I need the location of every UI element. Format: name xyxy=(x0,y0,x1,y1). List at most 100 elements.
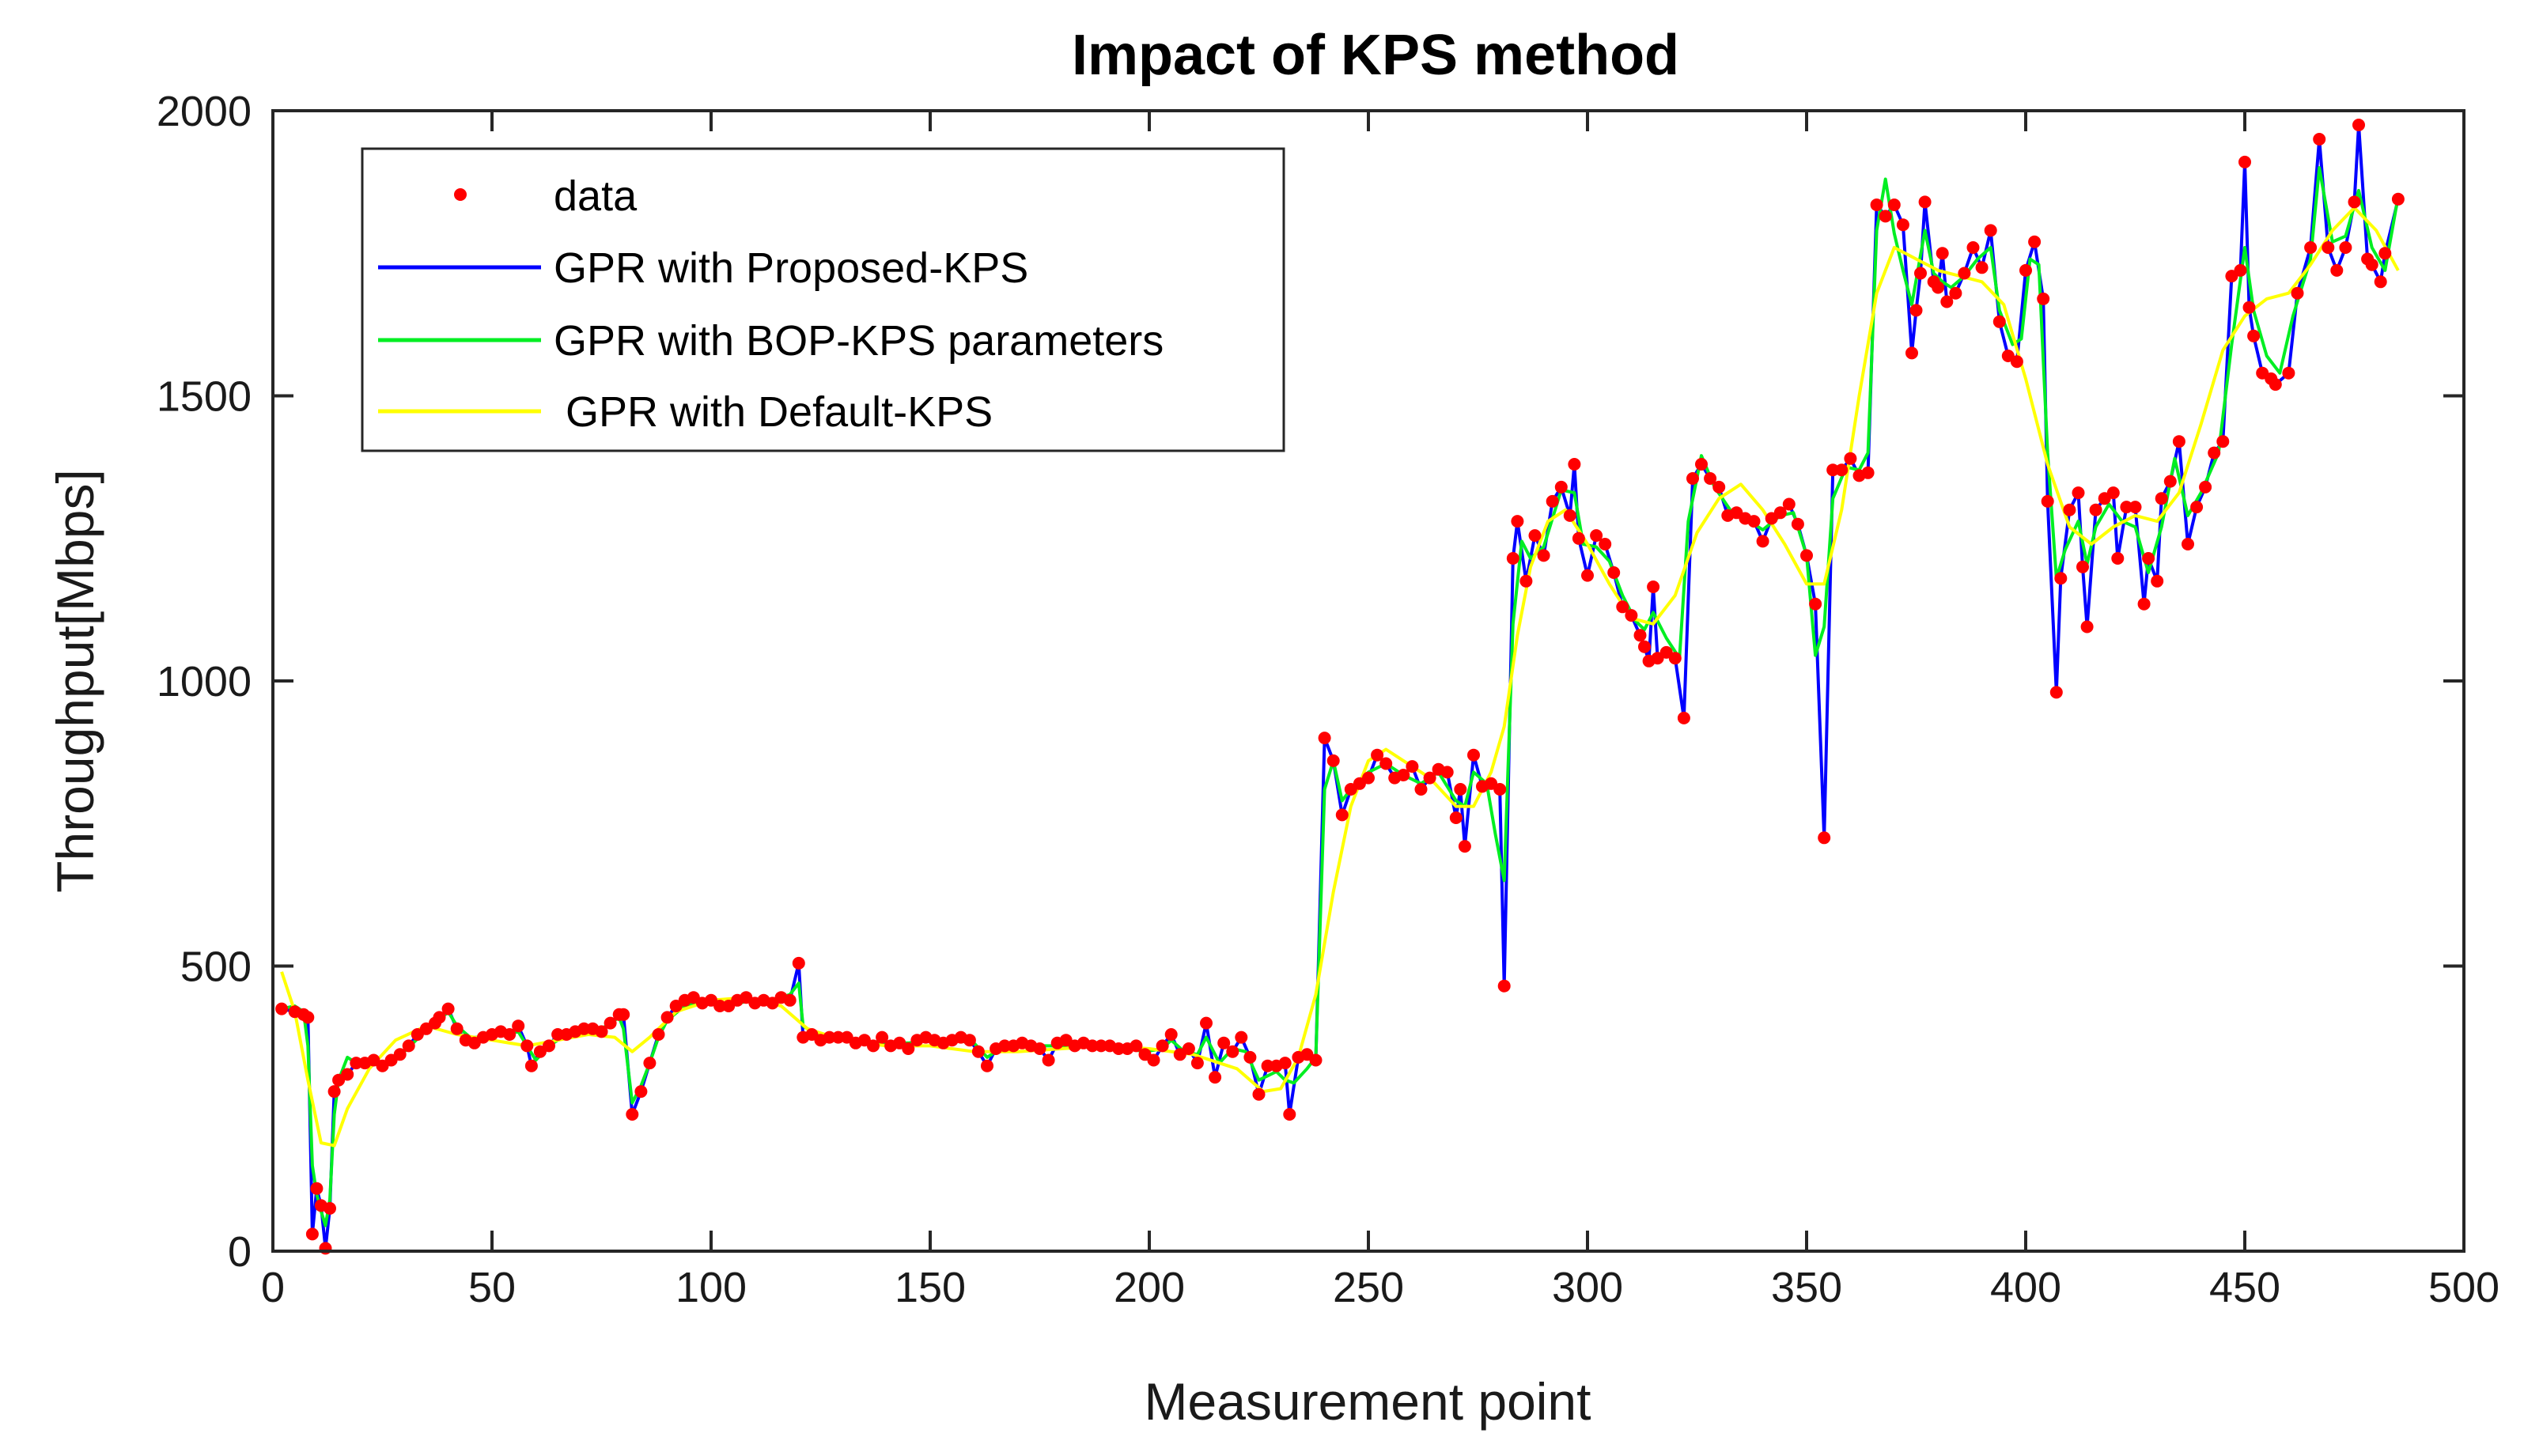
data-point xyxy=(1568,458,1581,471)
data-point xyxy=(327,1085,341,1099)
data-point xyxy=(1379,757,1393,770)
data-point xyxy=(713,1000,727,1012)
data-point xyxy=(1958,267,1971,280)
data-point xyxy=(1668,652,1682,665)
data-point xyxy=(1992,315,2006,328)
data-point xyxy=(652,1028,665,1041)
data-point xyxy=(1747,515,1761,528)
legend-label-bop: GPR with BOP-KPS parameters xyxy=(554,317,1164,365)
data-point xyxy=(1616,600,1629,614)
data-point xyxy=(543,1039,555,1053)
data-point xyxy=(2330,263,2344,277)
data-point xyxy=(2313,133,2326,146)
data-point xyxy=(2322,241,2335,254)
data-point xyxy=(2163,475,2177,488)
y-axis-label: Throughput[Mbps] xyxy=(46,469,104,893)
data-point xyxy=(2072,486,2085,500)
data-point xyxy=(1773,506,1787,520)
data-point xyxy=(1826,463,1840,477)
data-point xyxy=(1914,267,1927,280)
data-point xyxy=(1156,1039,1169,1053)
plot-area xyxy=(275,119,2405,1255)
data-point xyxy=(2142,552,2155,565)
data-point xyxy=(1414,783,1428,796)
data-point xyxy=(1638,640,1651,653)
data-point xyxy=(1949,286,1962,300)
data-point xyxy=(1599,538,1612,550)
data-point xyxy=(1677,711,1690,724)
data-point xyxy=(2019,263,2032,277)
data-point xyxy=(577,1022,591,1035)
data-point xyxy=(310,1182,324,1195)
data-point xyxy=(2238,155,2251,168)
data-point xyxy=(902,1042,915,1055)
data-point xyxy=(1625,609,1638,622)
data-point xyxy=(1033,1042,1046,1055)
data-point xyxy=(1782,497,1796,511)
data-point xyxy=(1918,195,1932,209)
data-point xyxy=(1467,748,1480,762)
data-point xyxy=(2080,620,2094,633)
data-point xyxy=(1335,808,1349,822)
data-point xyxy=(1200,1016,1213,1030)
x-tick-label: 350 xyxy=(1771,1264,1842,1311)
data-point xyxy=(1835,463,1849,477)
data-point xyxy=(1190,1057,1204,1070)
x-tick-label: 50 xyxy=(468,1264,516,1311)
data-point xyxy=(2172,435,2185,448)
data-point xyxy=(2137,597,2151,611)
legend: data GPR with Proposed-KPS GPR with BOP-… xyxy=(361,147,1285,452)
data-point xyxy=(1870,199,1883,211)
x-tick-label: 100 xyxy=(675,1264,747,1311)
data-point xyxy=(1226,1045,1239,1058)
data-point xyxy=(450,1022,464,1035)
data-point xyxy=(2182,538,2194,550)
data-point xyxy=(1147,1053,1160,1067)
data-point xyxy=(433,1011,446,1024)
legend-box xyxy=(361,147,1285,452)
data-point xyxy=(524,1059,538,1072)
data-point xyxy=(2063,503,2076,516)
data-point xyxy=(2208,446,2221,459)
data-point xyxy=(1493,783,1507,796)
data-point xyxy=(2028,235,2042,248)
data-point xyxy=(2089,503,2102,516)
data-point xyxy=(2247,329,2261,342)
x-tick-label: 400 xyxy=(1990,1264,2061,1311)
data-point xyxy=(2304,241,2318,254)
data-point xyxy=(1511,515,1524,528)
data-point xyxy=(1932,281,1945,294)
data-point xyxy=(626,1108,639,1121)
data-point xyxy=(301,1011,315,1024)
data-point xyxy=(1905,346,1918,360)
data-point xyxy=(1607,566,1621,579)
data-point xyxy=(2365,258,2378,271)
x-axis-label: Measurement point xyxy=(1145,1372,1591,1431)
axis-ticks: 0 50 100 150 200 250 300 350 400 450 500 0 500 1000 15… xyxy=(157,88,2499,1311)
data-point xyxy=(1800,549,1813,562)
data-point xyxy=(1984,224,1997,237)
data-point xyxy=(2155,492,2168,505)
data-point xyxy=(1182,1042,1195,1055)
data-point xyxy=(1440,766,1454,779)
data-point xyxy=(324,1201,336,1215)
data-point xyxy=(1397,769,1410,781)
y-tick-label: 1500 xyxy=(157,373,252,421)
data-point xyxy=(2054,572,2068,585)
data-point xyxy=(341,1068,354,1081)
data-point xyxy=(275,1002,289,1015)
legend-label-data: data xyxy=(554,172,638,220)
data-point xyxy=(1844,452,1857,465)
data-point xyxy=(441,1002,455,1015)
y-tick-label: 2000 xyxy=(157,88,252,135)
data-point xyxy=(971,1045,985,1058)
data-point xyxy=(512,1019,525,1033)
data-point xyxy=(1506,552,1519,565)
data-point xyxy=(1554,480,1568,494)
data-point xyxy=(1243,1050,1257,1064)
data-point xyxy=(1572,531,1585,545)
data-point xyxy=(1217,1036,1231,1049)
data-point xyxy=(1809,597,1822,611)
legend-label-default: GPR with Default-KPS xyxy=(554,388,993,436)
